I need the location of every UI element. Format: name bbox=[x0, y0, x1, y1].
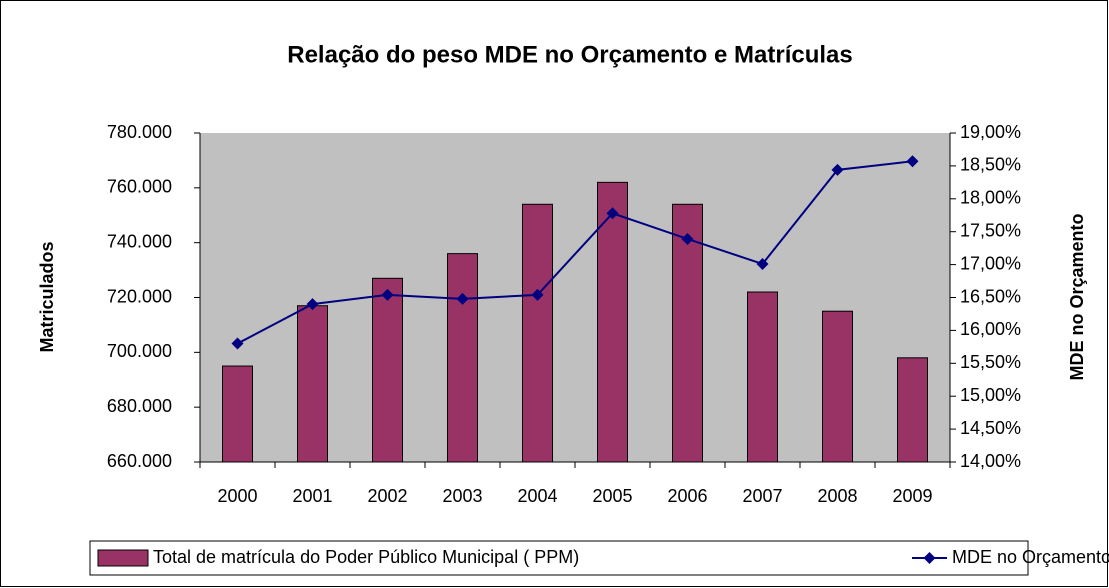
bar bbox=[522, 203, 553, 463]
line-series bbox=[237, 160, 913, 345]
line-marker bbox=[681, 232, 694, 245]
line-marker bbox=[831, 163, 844, 176]
legend bbox=[89, 540, 1029, 576]
y-tick-label: 720.000 bbox=[107, 286, 172, 306]
y2-tick-label: 17,00% bbox=[960, 253, 1021, 273]
y-tick-label: 740.000 bbox=[107, 231, 172, 251]
line-marker bbox=[381, 288, 394, 301]
bar bbox=[897, 357, 928, 463]
y-tick-label: 760.000 bbox=[107, 177, 172, 197]
y2-tick-label: 19,00% bbox=[960, 122, 1021, 142]
y-axis-title: Matriculados bbox=[37, 241, 57, 352]
x-tick-label: 2005 bbox=[592, 486, 632, 506]
line-marker bbox=[231, 337, 244, 350]
line-marker bbox=[306, 298, 319, 311]
bar bbox=[297, 305, 328, 463]
y2-tick-label: 16,50% bbox=[960, 286, 1021, 306]
x-tick-label: 2003 bbox=[442, 486, 482, 506]
y2-tick-label: 17,50% bbox=[960, 220, 1021, 240]
bar bbox=[447, 253, 478, 463]
y2-axis-title: MDE no Orçamento bbox=[1067, 213, 1087, 380]
legend-swatch bbox=[97, 549, 149, 567]
y2-tick-label: 15,50% bbox=[960, 352, 1021, 372]
x-tick-label: 2001 bbox=[292, 486, 332, 506]
y2-tick-label: 14,50% bbox=[960, 418, 1021, 438]
x-tick-label: 2004 bbox=[517, 486, 557, 506]
legend-swatch bbox=[923, 552, 936, 564]
y-tick-label: 700.000 bbox=[107, 341, 172, 361]
line-marker bbox=[906, 155, 919, 168]
legend-label: Total de matrícula do Poder Público Muni… bbox=[153, 547, 579, 567]
chart-title: Relação do peso MDE no Orçamento e Matrí… bbox=[287, 41, 852, 68]
y2-tick-label: 14,00% bbox=[960, 451, 1021, 471]
bar bbox=[672, 203, 703, 463]
x-tick-label: 2007 bbox=[742, 486, 782, 506]
x-tick-label: 2006 bbox=[667, 486, 707, 506]
y-tick-label: 660.000 bbox=[107, 451, 172, 471]
bar bbox=[597, 181, 628, 463]
y-tick-label: 680.000 bbox=[107, 396, 172, 416]
bar bbox=[222, 365, 253, 463]
y2-tick-label: 15,00% bbox=[960, 385, 1021, 405]
bar bbox=[747, 291, 778, 463]
line-marker bbox=[606, 207, 619, 220]
line-marker bbox=[456, 292, 469, 305]
x-tick-label: 2008 bbox=[817, 486, 857, 506]
y2-tick-label: 18,00% bbox=[960, 188, 1021, 208]
y-tick-label: 780.000 bbox=[107, 122, 172, 142]
bar bbox=[372, 277, 403, 463]
y2-tick-label: 16,00% bbox=[960, 319, 1021, 339]
bar bbox=[822, 310, 853, 463]
x-tick-label: 2000 bbox=[217, 486, 257, 506]
x-tick-label: 2002 bbox=[367, 486, 407, 506]
legend-label: MDE no Orçamento bbox=[952, 547, 1109, 567]
line-marker bbox=[531, 288, 544, 301]
x-tick-label: 2009 bbox=[892, 486, 932, 506]
line-marker bbox=[756, 257, 769, 270]
y2-tick-label: 18,50% bbox=[960, 155, 1021, 175]
